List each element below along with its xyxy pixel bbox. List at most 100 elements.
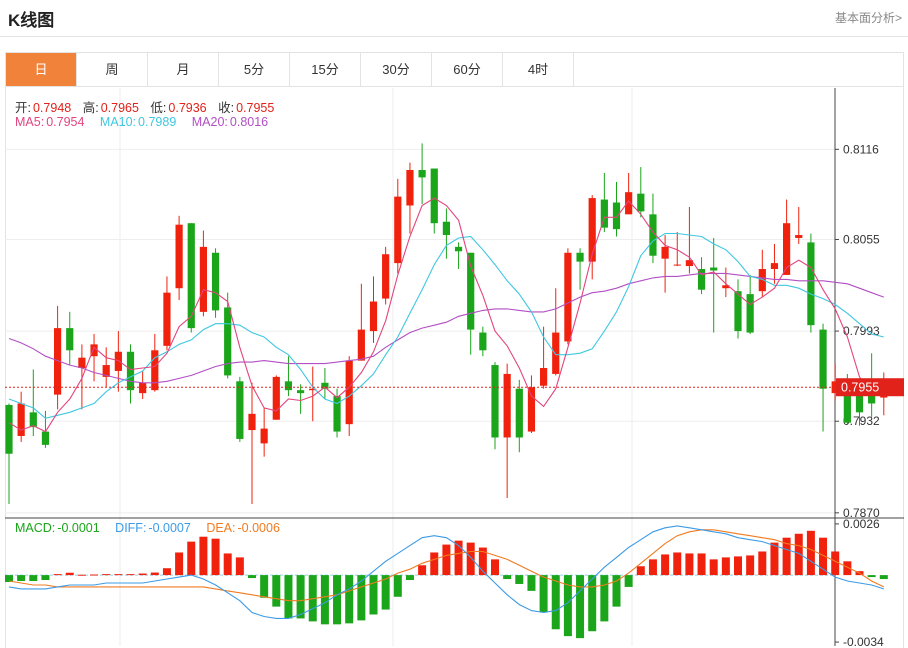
candle-body bbox=[90, 344, 98, 357]
macd-bar bbox=[393, 575, 402, 597]
macd-bar bbox=[65, 572, 74, 576]
macd-bar bbox=[709, 559, 718, 576]
ma5-label: MA5: bbox=[15, 115, 45, 129]
candle-body bbox=[527, 387, 536, 432]
candle-body bbox=[710, 267, 718, 271]
tab-4hour[interactable]: 4时 bbox=[503, 53, 574, 86]
macd-bar bbox=[527, 575, 536, 591]
low-value: 0.7936 bbox=[168, 101, 207, 115]
macd-tick-label: -0.0034 bbox=[843, 635, 884, 648]
macd-bar bbox=[405, 575, 414, 581]
candle-body bbox=[467, 252, 475, 330]
macd-bar bbox=[114, 574, 123, 576]
candle-body bbox=[41, 431, 50, 445]
tab-month[interactable]: 月 bbox=[148, 53, 219, 86]
macd-bar bbox=[296, 575, 305, 619]
macd-bar bbox=[345, 575, 354, 624]
candle-body bbox=[770, 263, 779, 270]
candle-body bbox=[734, 291, 742, 332]
current-price-label: 0.7955 bbox=[841, 381, 879, 395]
macd-bar bbox=[831, 551, 840, 576]
macd-bar bbox=[782, 537, 791, 576]
price-tick-label: 0.7870 bbox=[843, 506, 880, 520]
candle-body bbox=[29, 412, 37, 428]
page-title: K线图 bbox=[8, 11, 55, 30]
ma10-label: MA10: bbox=[99, 115, 137, 129]
candle-body bbox=[5, 404, 13, 454]
candle-body bbox=[515, 388, 523, 438]
candle-body bbox=[139, 382, 147, 394]
macd-bar bbox=[430, 552, 439, 576]
low-label: 低: bbox=[150, 101, 167, 115]
close-label: 收: bbox=[218, 101, 235, 115]
tab-15min[interactable]: 15分 bbox=[290, 53, 361, 86]
macd-bar bbox=[576, 575, 585, 639]
candle-body bbox=[746, 294, 754, 333]
candle-body bbox=[576, 252, 584, 262]
macd-bar bbox=[612, 575, 621, 607]
candle-body bbox=[345, 360, 353, 425]
macd-bar bbox=[491, 559, 499, 576]
candle-body bbox=[260, 428, 268, 444]
macd-bar bbox=[600, 575, 609, 622]
macd-bar bbox=[503, 575, 512, 580]
candle-body bbox=[102, 365, 110, 377]
tab-week[interactable]: 周 bbox=[77, 53, 148, 86]
tab-60min[interactable]: 60分 bbox=[432, 53, 503, 86]
macd-bar bbox=[734, 556, 742, 576]
candle-body bbox=[248, 413, 256, 431]
tab-day[interactable]: 日 bbox=[6, 53, 77, 86]
macd-bar bbox=[697, 553, 706, 576]
candle-body bbox=[163, 292, 171, 346]
candle-body bbox=[625, 192, 633, 215]
macd-bar bbox=[29, 575, 38, 582]
ma20-line bbox=[8, 272, 884, 384]
macd-bar bbox=[661, 554, 670, 576]
price-tick-label: 0.8055 bbox=[843, 232, 880, 246]
macd-bar bbox=[819, 537, 828, 576]
macd-bar bbox=[843, 561, 852, 576]
price-tick-label: 0.8116 bbox=[843, 142, 879, 156]
candle-body bbox=[637, 193, 645, 212]
macd-bar bbox=[235, 557, 244, 576]
candle-body bbox=[843, 390, 851, 423]
candle-body bbox=[673, 264, 681, 266]
candle-body bbox=[540, 368, 548, 386]
macd-bar bbox=[563, 575, 572, 637]
tab-5min[interactable]: 5分 bbox=[219, 53, 290, 86]
macd-bar bbox=[357, 575, 366, 621]
chart-panel bbox=[5, 87, 904, 648]
dea-line bbox=[8, 529, 885, 602]
candle-body bbox=[612, 202, 621, 230]
candle-body bbox=[503, 373, 511, 438]
macd-bar bbox=[260, 575, 269, 598]
macd-bar bbox=[442, 544, 451, 576]
macd-bar bbox=[794, 533, 803, 576]
header-divider bbox=[0, 36, 908, 37]
candle-body bbox=[321, 382, 329, 389]
macd-bar bbox=[17, 575, 26, 582]
macd-bar bbox=[418, 565, 427, 576]
candle-body bbox=[418, 170, 426, 178]
macd-bar bbox=[41, 575, 50, 581]
macd-bar bbox=[685, 553, 694, 576]
candle-body bbox=[600, 199, 608, 228]
candle-body bbox=[114, 351, 122, 371]
current-price-badge bbox=[836, 378, 904, 397]
candle-body bbox=[297, 390, 305, 394]
candle-body bbox=[661, 246, 669, 259]
macd-bar bbox=[320, 575, 329, 625]
candle-body bbox=[552, 332, 560, 374]
candle-body bbox=[357, 329, 365, 361]
macd-bar bbox=[333, 575, 342, 625]
fundamental-analysis-link[interactable]: 基本面分析> bbox=[834, 11, 902, 25]
macd-bar bbox=[588, 575, 597, 632]
candle-body bbox=[685, 260, 693, 267]
dea-value: -0.0006 bbox=[237, 521, 280, 535]
macd-bar bbox=[770, 542, 779, 576]
macd-bar bbox=[150, 572, 159, 576]
tab-30min[interactable]: 30分 bbox=[361, 53, 432, 86]
macd-bar bbox=[539, 575, 548, 613]
macd-bar bbox=[5, 575, 13, 582]
